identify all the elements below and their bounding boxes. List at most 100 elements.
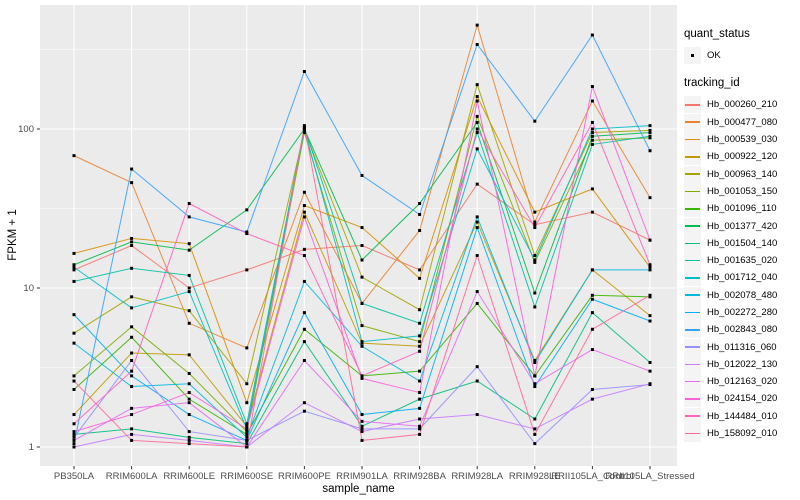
data-point: [418, 308, 422, 312]
data-point: [648, 134, 652, 138]
data-point: [475, 42, 479, 46]
legend-key-box: [684, 165, 701, 183]
tracking-id-legend-title: tracking_id: [684, 77, 740, 90]
data-point: [533, 119, 537, 123]
data-point: [302, 247, 306, 251]
legend-item-Hb_000963_140: Hb_000963_140: [684, 165, 798, 183]
legend-spacer: [684, 64, 798, 77]
data-point: [72, 387, 76, 391]
legend-item-Hb_001377_420: Hb_001377_420: [684, 217, 798, 235]
legend-item-label: Hb_011316_060: [707, 341, 777, 353]
data-point: [130, 406, 134, 410]
data-point: [72, 438, 76, 442]
legend-key-box: [684, 373, 701, 391]
legend-key-box: [684, 96, 701, 114]
data-point: [72, 422, 76, 426]
data-point: [72, 251, 76, 255]
data-point: [418, 397, 422, 401]
data-point: [590, 311, 594, 315]
legend-key-box: [684, 304, 701, 321]
data-point: [418, 432, 422, 436]
data-point: [475, 127, 479, 131]
legend-key-box: [684, 269, 701, 287]
legend-line-swatch: [685, 432, 700, 435]
legend-key-box: [684, 131, 701, 149]
data-point: [418, 276, 422, 280]
legend-item-quant-ok: OK: [684, 47, 798, 65]
legend-line-swatch: [685, 225, 700, 227]
data-point: [475, 301, 479, 305]
data-point: [72, 374, 76, 378]
data-point: [360, 438, 364, 442]
data-point: [187, 397, 191, 401]
data-point: [187, 242, 191, 246]
data-point: [475, 182, 479, 186]
data-point: [418, 212, 422, 216]
legend-item-Hb_011316_060: Hb_011316_060: [684, 338, 798, 356]
data-point: [187, 401, 191, 405]
data-point: [302, 69, 306, 73]
legend-item-label: Hb_000539_030: [707, 134, 778, 146]
data-point: [590, 268, 594, 272]
data-point: [590, 127, 594, 131]
legend-line-swatch: [685, 415, 700, 418]
data-point: [72, 442, 76, 446]
data-point: [533, 223, 537, 227]
data-point: [360, 341, 364, 345]
data-point: [360, 244, 364, 248]
data-point: [245, 435, 249, 439]
legend-line-swatch: [685, 121, 700, 124]
data-point: [245, 438, 249, 442]
legend-key-box: [684, 234, 701, 252]
data-point: [533, 358, 537, 362]
y-axis-title: FPKM + 1: [7, 209, 19, 261]
legend-key-box: [684, 148, 701, 166]
legend-line-swatch: [685, 173, 700, 175]
data-point: [533, 220, 537, 224]
data-point: [648, 263, 652, 267]
data-point: [648, 382, 652, 386]
data-point: [590, 397, 594, 401]
data-point: [130, 335, 134, 339]
data-point: [533, 260, 537, 264]
data-point: [187, 371, 191, 375]
data-point: [533, 442, 537, 446]
legend-item-label: Hb_000260_210: [707, 99, 778, 111]
data-point: [245, 427, 249, 431]
legend-key-box: [684, 113, 701, 131]
legend-item-label: Hb_001712_040: [707, 272, 778, 284]
data-point: [533, 382, 537, 386]
data-point: [475, 290, 479, 294]
data-point: [648, 369, 652, 373]
legend-key-box: [684, 200, 701, 218]
legend-key-box: [684, 338, 701, 356]
data-point: [475, 120, 479, 124]
data-point: [360, 301, 364, 305]
legend-line-swatch: [685, 363, 700, 366]
data-point: [72, 432, 76, 436]
data-point: [360, 424, 364, 428]
data-point: [130, 240, 134, 244]
data-point: [130, 432, 134, 436]
legend-key-box: [684, 321, 701, 339]
x-tick-label: RRIM928LE: [509, 471, 561, 482]
data-point: [590, 387, 594, 391]
legend-line-swatch: [685, 242, 700, 245]
legend-item-Hb_001712_040: Hb_001712_040: [684, 269, 798, 287]
data-point: [72, 154, 76, 158]
x-tick-label: RRIM600PE: [278, 471, 331, 482]
data-point: [72, 265, 76, 269]
data-point: [130, 358, 134, 362]
data-point: [418, 228, 422, 232]
legend-item-Hb_002078_480: Hb_002078_480: [684, 286, 798, 304]
legend-item-Hb_012022_130: Hb_012022_130: [684, 355, 798, 373]
data-point: [360, 258, 364, 262]
legend-item-Hb_000922_120: Hb_000922_120: [684, 148, 798, 166]
data-point: [648, 295, 652, 299]
data-point: [475, 114, 479, 118]
data-point: [533, 374, 537, 378]
data-point: [418, 427, 422, 431]
legend-item-Hb_024154_020: Hb_024154_020: [684, 390, 798, 408]
data-point: [245, 382, 249, 386]
legend-item-Hb_002843_080: Hb_002843_080: [684, 321, 798, 339]
